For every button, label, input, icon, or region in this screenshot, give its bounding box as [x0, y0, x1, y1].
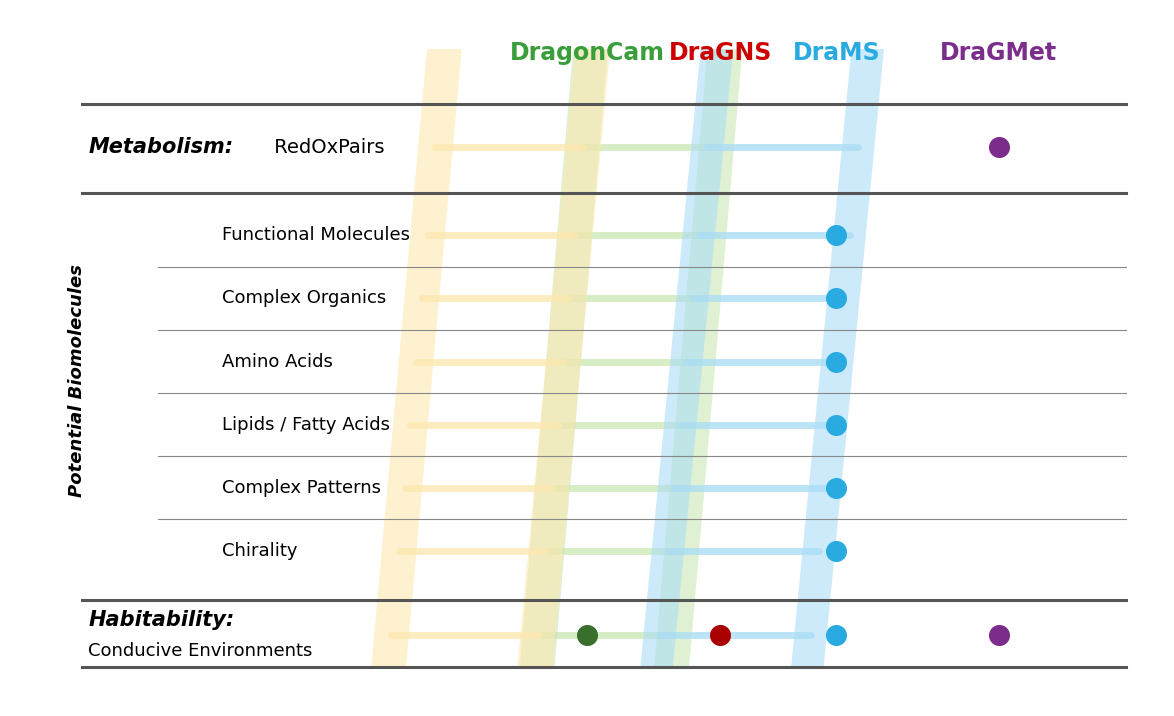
Text: Amino Acids: Amino Acids	[222, 352, 332, 370]
Text: DraGNS: DraGNS	[669, 41, 772, 64]
Text: Habitability:: Habitability:	[88, 610, 235, 630]
Text: Complex Organics: Complex Organics	[222, 289, 386, 307]
Text: Chirality: Chirality	[222, 542, 297, 560]
Text: DraGMet: DraGMet	[940, 41, 1058, 64]
Text: DraMS: DraMS	[792, 41, 880, 64]
Point	[826, 419, 845, 430]
Polygon shape	[654, 49, 742, 667]
Text: Complex Patterns: Complex Patterns	[222, 479, 380, 497]
Text: Conducive Environments: Conducive Environments	[88, 642, 312, 659]
Point	[826, 293, 845, 304]
Polygon shape	[371, 49, 461, 667]
Point	[826, 356, 845, 367]
Point	[826, 629, 845, 641]
Text: Lipids / Fatty Acids: Lipids / Fatty Acids	[222, 416, 390, 434]
Polygon shape	[520, 49, 608, 667]
Text: DragonCam: DragonCam	[510, 41, 664, 64]
Text: Functional Molecules: Functional Molecules	[222, 226, 410, 244]
Text: Potential Biomolecules: Potential Biomolecules	[68, 264, 86, 497]
Point	[711, 629, 730, 641]
Point	[990, 142, 1008, 153]
Point	[990, 629, 1008, 641]
Polygon shape	[518, 49, 610, 667]
Point	[578, 629, 596, 641]
Text: Metabolism:: Metabolism:	[88, 137, 234, 158]
Polygon shape	[791, 49, 884, 667]
Text: RedOxPairs: RedOxPairs	[268, 138, 384, 157]
Point	[826, 482, 845, 493]
Point	[826, 229, 845, 241]
Polygon shape	[640, 49, 734, 667]
Point	[826, 546, 845, 557]
